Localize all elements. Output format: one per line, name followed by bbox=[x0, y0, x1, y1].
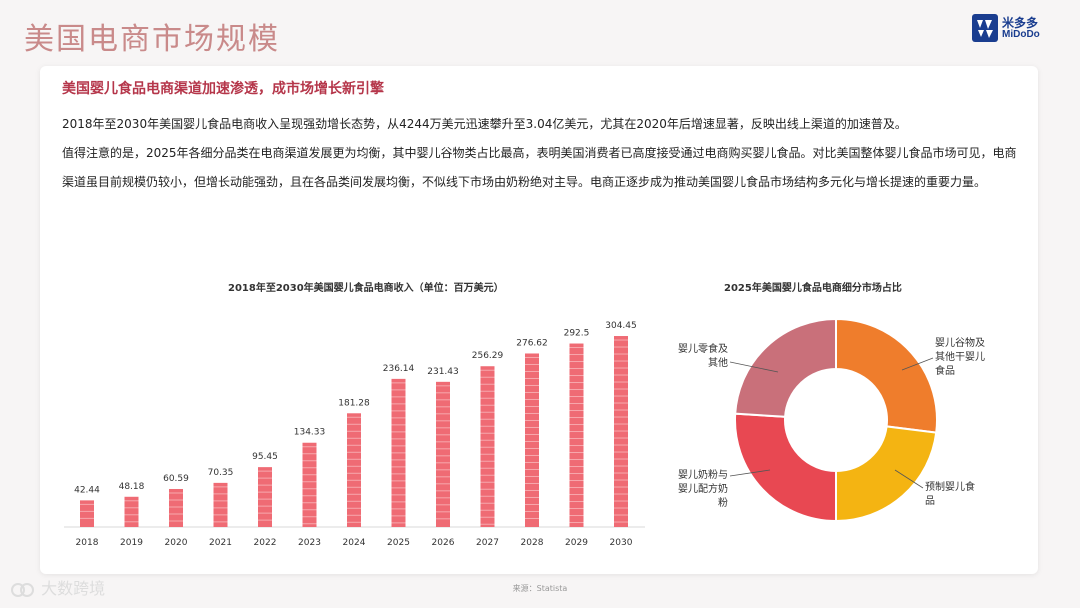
footer-brand: 大数跨境 bbox=[10, 575, 105, 599]
bar-value-label: 42.44 bbox=[74, 485, 100, 495]
bar-value-label: 95.45 bbox=[252, 452, 278, 462]
source-note: 来源：Statista bbox=[512, 584, 568, 593]
footer-brand-text: 大数跨境 bbox=[41, 579, 106, 598]
donut-slice-2 bbox=[734, 412, 837, 523]
bar-2019 bbox=[124, 496, 139, 527]
donut-slice-label: 其他 bbox=[708, 356, 728, 369]
donut-slice-label: 婴儿配方奶 bbox=[678, 482, 728, 495]
card-body: 2018年至2030年美国婴儿食品电商收入呈现强劲增长态势，从4244万美元迅速… bbox=[62, 110, 1022, 197]
donut-slice-label: 食品 bbox=[935, 364, 955, 377]
bar-value-label: 292.5 bbox=[564, 329, 590, 339]
bar-2022 bbox=[258, 467, 272, 527]
paragraph-1: 2018年至2030年美国婴儿食品电商收入呈现强劲增长态势，从4244万美元迅速… bbox=[62, 117, 907, 131]
donut-leader-line bbox=[729, 361, 779, 373]
bar-2018 bbox=[80, 500, 94, 527]
bar-value-label: 276.62 bbox=[516, 338, 548, 348]
bar-2023 bbox=[302, 442, 317, 527]
donut-slice-3 bbox=[734, 317, 837, 418]
x-tick-label: 2029 bbox=[565, 538, 588, 548]
bar-value-label: 181.28 bbox=[338, 398, 370, 408]
bar-2020 bbox=[169, 488, 183, 527]
x-tick-label: 2024 bbox=[343, 538, 366, 548]
donut-slice-label: 粉 bbox=[718, 496, 728, 509]
donut-slice-0 bbox=[835, 317, 938, 434]
bar-value-label: 236.14 bbox=[383, 364, 415, 374]
donut-slice-label: 预制婴儿食 bbox=[925, 480, 975, 493]
x-tick-label: 2020 bbox=[165, 538, 188, 548]
x-tick-label: 2030 bbox=[610, 538, 633, 548]
bar-value-label: 70.35 bbox=[208, 468, 234, 478]
bar-value-label: 60.59 bbox=[163, 474, 189, 484]
mididi-logo-icon bbox=[972, 14, 998, 42]
donut-slice-label: 品 bbox=[925, 495, 935, 507]
bar-value-label: 48.18 bbox=[119, 482, 145, 492]
paragraph-2: 值得注意的是，2025年各细分品类在电商渠道发展更为均衡，其中婴儿谷物类占比最高… bbox=[62, 146, 1017, 189]
brand-ring-icon bbox=[11, 582, 34, 597]
bar-2024 bbox=[347, 413, 361, 527]
donut-leader-line bbox=[901, 357, 934, 371]
donut-slice-1 bbox=[835, 425, 938, 523]
bar-2028 bbox=[525, 353, 539, 527]
logo: 米多多 MiDoDo bbox=[972, 14, 1054, 44]
donut-slice-label: 其他干婴儿 bbox=[935, 350, 985, 363]
x-tick-label: 2027 bbox=[476, 538, 499, 548]
x-tick-label: 2023 bbox=[298, 538, 321, 548]
x-tick-label: 2021 bbox=[209, 538, 232, 548]
bar-value-label: 134.33 bbox=[294, 428, 326, 438]
x-tick-label: 2028 bbox=[521, 538, 544, 548]
x-tick-label: 2026 bbox=[432, 538, 455, 548]
x-tick-label: 2022 bbox=[254, 538, 277, 548]
donut-slice-label: 婴儿零食及 bbox=[678, 342, 728, 355]
bar-chart-title: 2018年至2030年美国婴儿食品电商收入（单位：百万美元） bbox=[228, 283, 504, 294]
x-tick-label: 2019 bbox=[120, 538, 143, 548]
donut-leader-line bbox=[729, 469, 771, 477]
bar-2027 bbox=[480, 366, 495, 527]
donut-slice-label: 婴儿奶粉与 bbox=[678, 468, 728, 481]
donut-slice-label: 婴儿谷物及 bbox=[935, 336, 985, 349]
bar-value-label: 304.45 bbox=[605, 321, 637, 331]
donut-chart-title: 2025年美国婴儿食品电商细分市场占比 bbox=[724, 283, 902, 294]
x-tick-label: 2018 bbox=[76, 538, 99, 548]
x-tick-label: 2025 bbox=[387, 538, 410, 548]
page-title: 美国电商市场规模 bbox=[24, 22, 280, 57]
bar-value-label: 231.43 bbox=[427, 367, 459, 377]
logo-text-en: MiDoDo bbox=[1002, 29, 1040, 40]
donut-leader-line bbox=[894, 469, 924, 489]
logo-text-cn: 米多多 bbox=[1002, 16, 1039, 30]
bar-2021 bbox=[213, 482, 228, 527]
bar-2029 bbox=[569, 343, 584, 527]
card-headline: 美国婴儿食品电商渠道加速渗透，成市场增长新引擎 bbox=[62, 81, 384, 97]
bar-value-label: 256.29 bbox=[472, 351, 504, 361]
